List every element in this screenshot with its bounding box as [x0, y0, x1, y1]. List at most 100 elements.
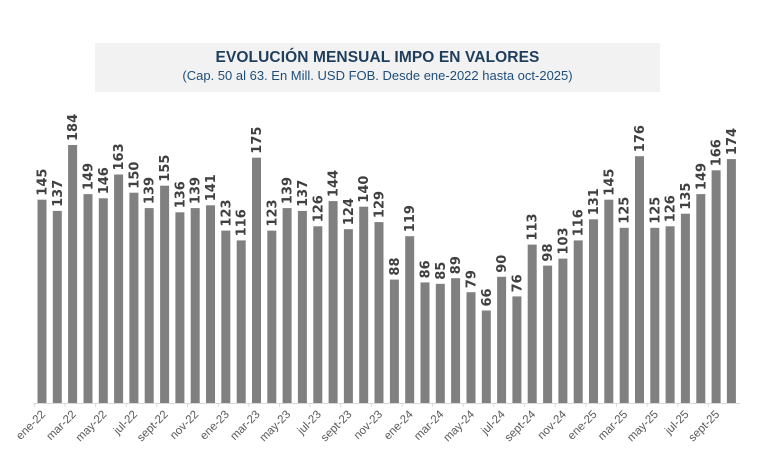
bar-ago-24 — [512, 296, 522, 403]
bar-ago-23 — [328, 201, 338, 403]
data-label-nov-23: 129 — [373, 191, 388, 218]
bar-oct-25 — [726, 159, 736, 403]
bar-dic-22 — [206, 205, 215, 403]
bar-jul-24 — [497, 276, 507, 403]
bar-feb-23 — [236, 240, 246, 403]
bar-mar-23 — [252, 157, 261, 403]
data-label-jul-23: 126 — [311, 195, 326, 222]
data-label-jun-22: 163 — [112, 143, 127, 170]
bar-jun-22 — [114, 174, 124, 403]
x-tick-label-nov-22: nov-22 — [168, 409, 201, 442]
x-tick-label-jul-23: jul-23 — [295, 409, 324, 438]
bar-nov-24 — [558, 258, 568, 403]
bar-oct-22 — [175, 212, 185, 403]
bar-feb-22 — [52, 210, 62, 403]
bar-oct-23 — [359, 206, 369, 403]
data-label-jul-24: 90 — [495, 255, 510, 273]
bar-jun-25 — [665, 226, 675, 403]
data-label-mar-23: 175 — [250, 127, 265, 154]
data-label-may-23: 139 — [281, 177, 296, 204]
bar-jul-25 — [680, 213, 690, 403]
data-label-abr-22: 149 — [82, 163, 97, 190]
bar-sept-24 — [527, 244, 537, 403]
data-label-abr-25: 176 — [633, 125, 648, 152]
bar-sept-25 — [711, 170, 721, 403]
data-label-jul-25: 135 — [679, 183, 694, 210]
bar-oct-24 — [543, 265, 553, 403]
bar-may-24 — [466, 292, 476, 403]
data-label-ene-22: 145 — [36, 169, 51, 196]
data-label-ene-25: 131 — [587, 188, 602, 215]
x-tick-label-mar-25: mar-25 — [596, 409, 630, 443]
data-label-sept-24: 113 — [526, 213, 541, 240]
data-label-jun-23: 137 — [296, 180, 311, 207]
bar-abr-23 — [267, 230, 277, 403]
data-label-ago-23: 144 — [327, 170, 342, 197]
bar-jul-23 — [313, 226, 323, 403]
data-label-nov-24: 103 — [556, 227, 571, 254]
bar-ene-22 — [37, 199, 47, 403]
data-label-ago-24: 76 — [510, 274, 525, 292]
x-tick-label-ene-23: ene-23 — [198, 409, 232, 443]
data-label-feb-25: 145 — [602, 169, 617, 196]
bar-feb-24 — [420, 282, 430, 403]
x-tick-label-may-22: may-22 — [74, 409, 110, 445]
bar-abr-22 — [83, 194, 93, 403]
data-label-may-22: 146 — [97, 167, 112, 194]
data-label-mar-24: 85 — [434, 262, 449, 280]
bar-feb-25 — [604, 199, 614, 403]
bar-mar-25 — [619, 227, 629, 404]
x-tick-label-ene-25: ene-25 — [566, 409, 600, 443]
bar-sept-23 — [343, 229, 353, 403]
bar-dic-23 — [389, 279, 399, 403]
bar-abr-25 — [635, 156, 644, 403]
x-tick-label-may-25: may-25 — [625, 409, 661, 445]
bar-ene-23 — [221, 230, 231, 403]
bar-may-22 — [98, 198, 108, 403]
data-label-ene-24: 119 — [403, 205, 418, 232]
bar-nov-23 — [374, 222, 384, 403]
chart-title-box: EVOLUCIÓN MENSUAL IMPO EN VALORES (Cap. … — [95, 43, 660, 92]
x-tick-label-nov-23: nov-23 — [352, 409, 385, 442]
bar-mar-22 — [68, 145, 78, 403]
data-label-sept-25: 166 — [710, 139, 725, 166]
bar-ene-24 — [405, 236, 415, 403]
bar-sept-22 — [160, 185, 170, 403]
x-tick-label-mar-23: mar-23 — [228, 409, 262, 443]
bar-ene-25 — [589, 219, 598, 403]
bar-jun-23 — [297, 210, 307, 403]
data-label-jun-24: 66 — [480, 288, 495, 306]
data-label-dic-22: 141 — [204, 174, 219, 201]
x-tick-label-sept-24: sept-24 — [503, 408, 539, 444]
bar-ago-22 — [144, 208, 154, 403]
x-tick-label-jul-22: jul-22 — [111, 409, 140, 438]
data-label-mar-25: 125 — [618, 197, 633, 224]
x-tick-label-may-24: may-24 — [442, 408, 478, 444]
x-tick-label-jul-25: jul-25 — [662, 409, 691, 438]
data-label-jul-22: 150 — [127, 162, 142, 189]
bar-may-23 — [282, 208, 292, 403]
x-tick-label-sept-25: sept-25 — [687, 409, 723, 445]
data-label-oct-23: 140 — [357, 176, 372, 203]
chart-title: EVOLUCIÓN MENSUAL IMPO EN VALORES — [215, 49, 540, 66]
bar-jun-24 — [481, 310, 491, 403]
data-label-oct-25: 174 — [725, 128, 740, 155]
data-label-oct-22: 136 — [173, 181, 188, 208]
x-tick-label-nov-24: nov-24 — [536, 408, 570, 442]
x-tick-label-jul-24: jul-24 — [479, 408, 509, 438]
x-tick-label-may-23: may-23 — [258, 409, 294, 445]
data-label-ago-25: 149 — [694, 163, 709, 190]
data-label-ago-22: 139 — [143, 177, 158, 204]
data-label-may-25: 125 — [648, 197, 663, 224]
data-label-jun-25: 126 — [664, 195, 679, 222]
bar-may-25 — [650, 227, 660, 404]
bar-ago-25 — [696, 194, 706, 403]
data-label-abr-24: 89 — [449, 256, 464, 274]
data-label-nov-22: 139 — [189, 177, 204, 204]
data-label-dic-24: 116 — [572, 209, 587, 236]
bar-nov-22 — [190, 208, 200, 403]
chart-subtitle: (Cap. 50 al 63. En Mill. USD FOB. Desde … — [182, 68, 573, 83]
